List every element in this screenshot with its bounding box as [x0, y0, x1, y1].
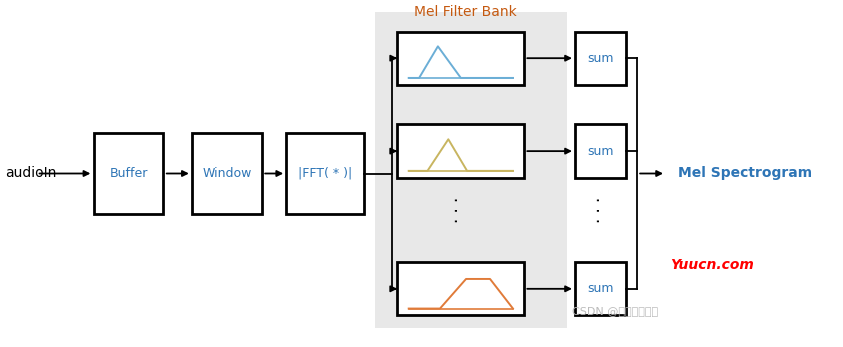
- Bar: [575, 125, 626, 178]
- Text: · · ·: · · ·: [591, 196, 609, 223]
- Bar: [192, 133, 262, 214]
- Bar: [575, 262, 626, 315]
- Text: Buffer: Buffer: [110, 167, 148, 180]
- Text: Window: Window: [202, 167, 252, 180]
- Text: Mel Filter Bank: Mel Filter Bank: [414, 5, 516, 19]
- Bar: [397, 125, 524, 178]
- Bar: [397, 32, 524, 85]
- Bar: [94, 133, 164, 214]
- Text: Mel Spectrogram: Mel Spectrogram: [679, 167, 813, 180]
- Text: sum: sum: [587, 282, 614, 295]
- Text: · · ·: · · ·: [449, 196, 467, 223]
- Text: Yuucn.com: Yuucn.com: [670, 258, 754, 272]
- Bar: [397, 262, 524, 315]
- Bar: [374, 12, 567, 328]
- Bar: [575, 32, 626, 85]
- Text: CSDN @易烊千玑鐵粉: CSDN @易烊千玑鐵粉: [572, 306, 658, 316]
- Text: audioIn: audioIn: [6, 167, 56, 180]
- Text: sum: sum: [587, 145, 614, 158]
- Bar: [287, 133, 364, 214]
- Text: sum: sum: [587, 52, 614, 65]
- Text: |FFT( * )|: |FFT( * )|: [298, 167, 352, 180]
